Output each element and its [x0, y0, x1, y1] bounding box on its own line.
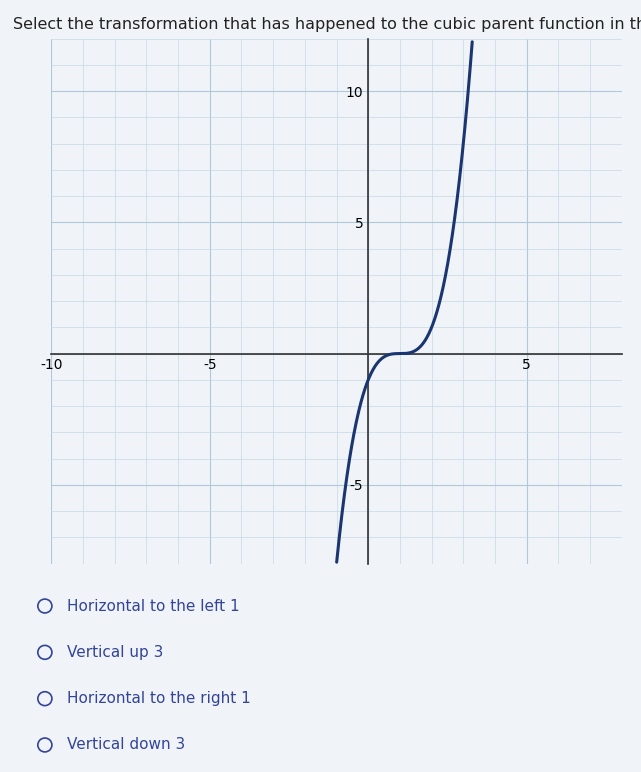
Text: Select the transformation that has happened to the cubic parent function in the : Select the transformation that has happe… [13, 17, 641, 32]
Text: Horizontal to the right 1: Horizontal to the right 1 [67, 691, 251, 706]
Text: Vertical down 3: Vertical down 3 [67, 737, 185, 753]
Text: Horizontal to the left 1: Horizontal to the left 1 [67, 598, 240, 614]
Text: Vertical up 3: Vertical up 3 [67, 645, 163, 660]
